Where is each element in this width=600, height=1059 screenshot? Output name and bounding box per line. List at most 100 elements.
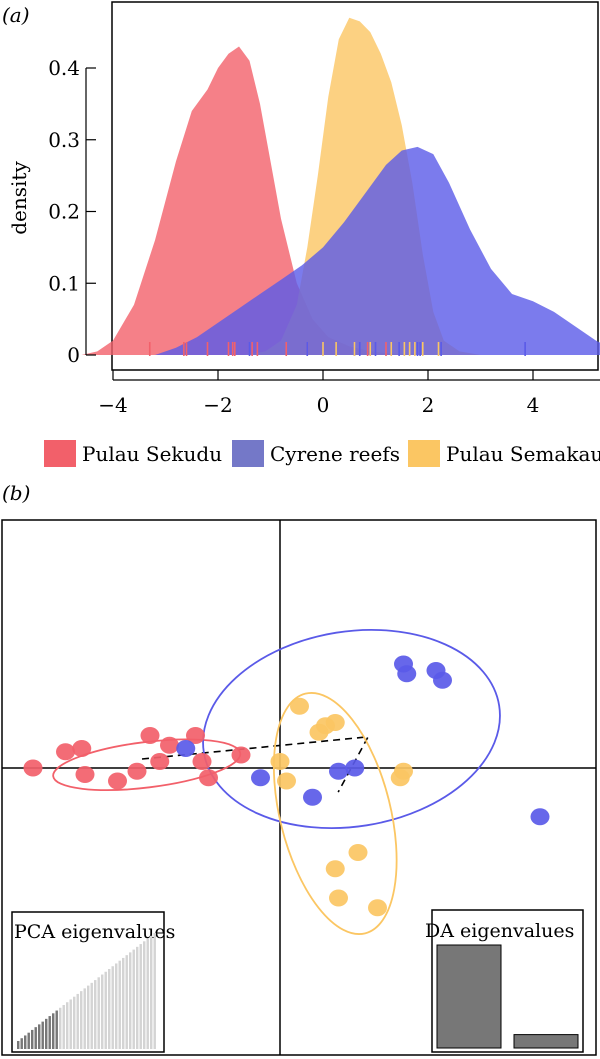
x-tick-label: 4	[527, 393, 540, 417]
pca-eigenvalue-bar	[94, 980, 97, 1049]
point-pulau-semakau	[309, 723, 329, 741]
point-pulau-sekudu	[140, 727, 160, 744]
pca-eigenvalue-bar	[101, 974, 104, 1049]
rug-marks	[148, 342, 526, 356]
point-pulau-semakau	[368, 899, 387, 917]
point-pulau-sekudu	[186, 727, 205, 744]
pca-eigenvalue-bar	[129, 952, 132, 1049]
point-pulau-sekudu	[56, 743, 75, 761]
pca-eigenvalue-bar	[24, 1035, 27, 1049]
point-pulau-semakau	[329, 889, 348, 907]
pca-eigenvalue-bar	[41, 1021, 44, 1049]
pca-eigenvalue-bar	[118, 960, 121, 1049]
pca-eigenvalue-bar	[59, 1007, 62, 1049]
panel-a-label: (a)	[2, 3, 30, 27]
pca-eigenvalue-bar	[20, 1038, 23, 1049]
density-pulau-sekudu	[81, 46, 418, 355]
legend-swatch-pulau-sekudu	[44, 440, 76, 467]
point-cyrene-reefs	[345, 759, 365, 777]
pca-eigenvalue-bar	[125, 955, 128, 1049]
pca-eigenvalue-bar	[153, 933, 156, 1049]
point-pulau-sekudu	[127, 762, 147, 780]
ellipse-pulau-semakau	[272, 692, 398, 935]
pca-eigenvalue-bar	[31, 1029, 34, 1049]
point-pulau-sekudu	[75, 766, 95, 783]
pca-eigenvalue-bar	[146, 938, 149, 1049]
point-pulau-sekudu	[150, 753, 170, 770]
pca-inset-title: PCA eigenvalues	[14, 921, 175, 943]
pca-eigenvalue-bar	[73, 996, 76, 1049]
pca-eigenvalue-bar	[104, 971, 107, 1049]
y-tick-label: 0	[67, 343, 80, 367]
pca-eigenvalue-bar	[108, 969, 111, 1049]
point-pulau-semakau	[270, 753, 290, 770]
density-curves	[81, 17, 600, 356]
pca-eigenvalue-bar	[17, 1041, 20, 1049]
point-pulau-sekudu	[160, 736, 179, 754]
point-pulau-semakau	[348, 844, 368, 861]
y-tick-label: 0.4	[48, 56, 80, 80]
legend: Pulau Sekudu Cyrene reefs Pulau Semakau	[44, 440, 600, 467]
point-pulau-sekudu	[231, 746, 251, 764]
point-pulau-semakau	[277, 772, 296, 790]
pca-eigenvalue-bar	[90, 982, 93, 1049]
da-inset-title: DA eigenvalues	[425, 920, 574, 942]
pca-eigenvalue-bar	[111, 966, 114, 1049]
x-tick-label: 2	[422, 393, 435, 417]
point-pulau-semakau	[290, 697, 309, 715]
point-pulau-sekudu	[23, 759, 43, 777]
pca-eigenvalue-bar	[139, 944, 142, 1049]
point-pulau-semakau	[325, 860, 345, 878]
pca-eigenvalue-bar	[38, 1024, 41, 1049]
y-tick-label: 0.2	[48, 200, 80, 224]
point-cyrene-reefs	[176, 740, 196, 757]
pca-eigenvalue-bar	[132, 949, 135, 1049]
density-axis-title: density	[7, 161, 31, 235]
x-tick-label: −2	[203, 393, 232, 417]
pca-eigenvalue-bar	[87, 985, 90, 1049]
pca-eigenvalue-bar	[62, 1005, 65, 1049]
pca-eigenvalue-bar	[52, 1013, 55, 1049]
point-cyrene-reefs	[329, 762, 348, 780]
point-pulau-semakau	[325, 714, 345, 731]
density-plot-frame	[111, 1, 599, 371]
y-tick-label: 0.3	[48, 128, 80, 152]
legend-label-pulau-semakau: Pulau Semakau	[446, 442, 600, 466]
pca-eigenvalue-bar	[83, 988, 86, 1049]
pca-eigenvalue-bar	[97, 977, 100, 1049]
density-cyrene-reefs	[155, 146, 600, 355]
point-pulau-sekudu	[108, 772, 127, 790]
point-pulau-semakau	[390, 769, 410, 787]
eigenvalue-insets: PCA eigenvalues DA eigenvalues	[11, 909, 584, 1053]
y-tick-label: 0.1	[48, 271, 80, 295]
pca-eigenvalue-bar	[55, 1010, 58, 1049]
pca-eigenvalue-bar	[48, 1016, 51, 1049]
point-cyrene-reefs	[303, 788, 322, 806]
x-tick-label: 0	[317, 393, 330, 417]
x-tick-label: −4	[98, 393, 127, 417]
scatter-plot-frame	[1, 519, 597, 1056]
pca-eigenvalue-bar	[122, 957, 125, 1049]
legend-swatch-pulau-semakau	[408, 440, 440, 467]
point-pulau-sekudu	[192, 753, 212, 770]
pca-eigenvalue-bar	[80, 991, 83, 1049]
pca-eigenvalue-bar	[115, 963, 118, 1049]
ellipse-cyrene-reefs	[202, 629, 501, 829]
scatter-points	[23, 655, 550, 917]
point-pulau-sekudu	[72, 740, 92, 757]
pca-eigenvalue-bar	[136, 946, 139, 1049]
pca-eigenvalue-bar	[27, 1032, 30, 1049]
scatter-axes	[2, 520, 596, 1055]
pca-eigenvalue-bar	[69, 999, 72, 1049]
legend-swatch-cyrene-reefs	[232, 440, 264, 467]
point-cyrene-reefs	[530, 808, 550, 826]
point-cyrene-reefs	[251, 769, 270, 787]
pca-eigenvalue-bar	[76, 993, 79, 1049]
da-eigenvalue-bar	[513, 1034, 579, 1049]
pca-eigenvalue-bar	[150, 935, 153, 1049]
pca-eigenvalue-bar	[143, 941, 146, 1049]
point-cyrene-reefs	[433, 671, 452, 689]
pca-eigenvalue-bar	[34, 1027, 37, 1049]
point-pulau-sekudu	[199, 769, 218, 787]
